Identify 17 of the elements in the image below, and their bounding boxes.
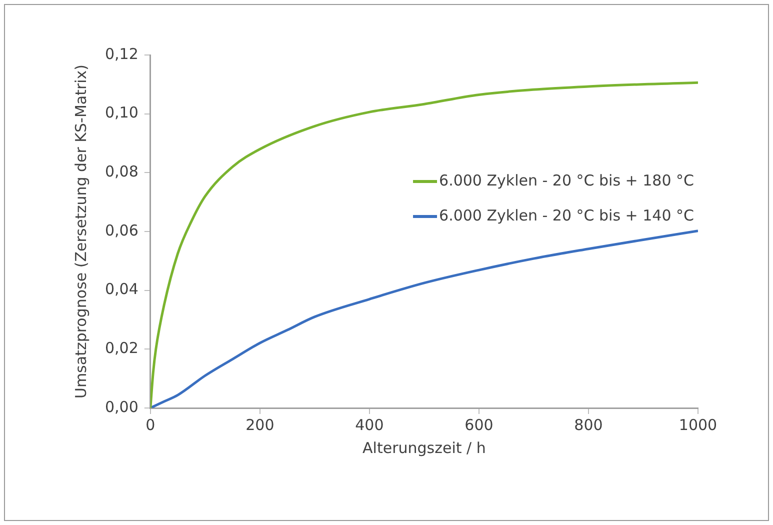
y-tick-label: 0,00: [104, 398, 138, 416]
x-tick-label: 200: [246, 416, 274, 434]
y-tick-label: 0,12: [104, 44, 138, 63]
y-tick-label: 0,10: [104, 104, 138, 122]
y-axis-title: Umsatzprognose (Zersetzung der KS-Matrix): [72, 64, 90, 399]
x-tick-label: 400: [355, 416, 384, 434]
x-tick-label: 600: [464, 416, 494, 434]
y-tick-label: 0,02: [104, 339, 138, 358]
legend-label: 6.000 Zyklen - 20 °C bis + 140 °C: [439, 206, 694, 224]
x-tick-label: 1000: [678, 416, 718, 434]
y-tick-label: 0,06: [104, 221, 138, 240]
y-tick-label: 0,08: [104, 162, 138, 181]
y-tick-label: 0,04: [104, 280, 138, 298]
legend-label: 6.000 Zyklen - 20 °C bis + 180 °C: [439, 171, 694, 190]
x-axis-title: Alterungszeit / h: [362, 438, 486, 457]
x-tick-label: 800: [574, 416, 603, 434]
x-tick-label: 0: [146, 416, 156, 434]
